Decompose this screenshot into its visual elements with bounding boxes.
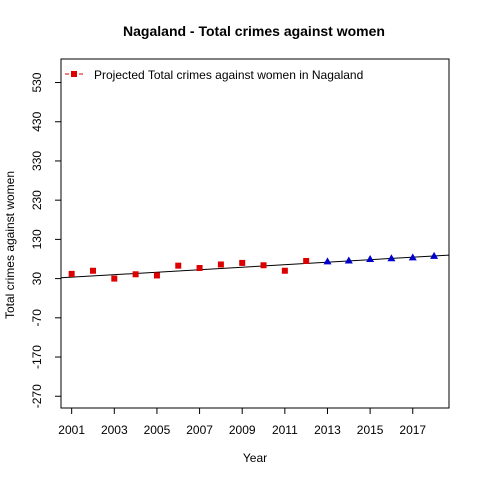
- x-tick-label: 2007: [186, 423, 213, 437]
- y-tick-label: 330: [30, 151, 44, 171]
- y-tick-label: 30: [30, 272, 44, 286]
- x-tick-label: 2001: [58, 423, 85, 437]
- data-point-square: [282, 268, 288, 274]
- data-point-triangle: [387, 254, 395, 261]
- x-tick-label: 2015: [357, 423, 384, 437]
- data-point-square: [90, 268, 96, 274]
- chart-title: Nagaland - Total crimes against women: [123, 23, 385, 39]
- data-point-square: [218, 261, 224, 267]
- y-tick-label: 530: [30, 72, 44, 92]
- legend-marker: [71, 71, 77, 77]
- data-point-square: [197, 265, 203, 271]
- data-point-square: [261, 262, 267, 268]
- data-point-triangle: [323, 257, 331, 264]
- legend-label: Projected Total crimes against women in …: [94, 68, 363, 82]
- y-tick-label: 430: [30, 111, 44, 131]
- data-point-square: [69, 271, 75, 277]
- x-tick-label: 2005: [144, 423, 171, 437]
- data-point-square: [303, 258, 309, 264]
- y-tick-label: -270: [30, 384, 44, 408]
- y-tick-label: 130: [30, 229, 44, 249]
- plot-area: 2001 2003 2005 2007 2009 2011 2013 2015 2017 -270…: [30, 59, 449, 437]
- y-axis-label: Total crimes against women: [3, 171, 17, 319]
- data-point-triangle: [345, 257, 353, 264]
- y-tick-label: 230: [30, 190, 44, 210]
- x-tick-label: 2003: [101, 423, 128, 437]
- data-point-square: [133, 271, 139, 277]
- y-tick-label: -170: [30, 345, 44, 369]
- data-point-triangle: [366, 255, 374, 262]
- data-point-square: [239, 260, 245, 266]
- data-point-square: [175, 263, 181, 269]
- x-tick-label: 2017: [399, 423, 426, 437]
- x-tick-label: 2009: [229, 423, 256, 437]
- data-point-square: [154, 272, 160, 278]
- y-tick-label: -70: [30, 309, 44, 327]
- data-point-square: [111, 276, 117, 282]
- plot-frame: [61, 59, 449, 408]
- x-axis-label: Year: [243, 451, 267, 465]
- x-tick-label: 2011: [272, 423, 298, 437]
- x-tick-label: 2013: [314, 423, 341, 437]
